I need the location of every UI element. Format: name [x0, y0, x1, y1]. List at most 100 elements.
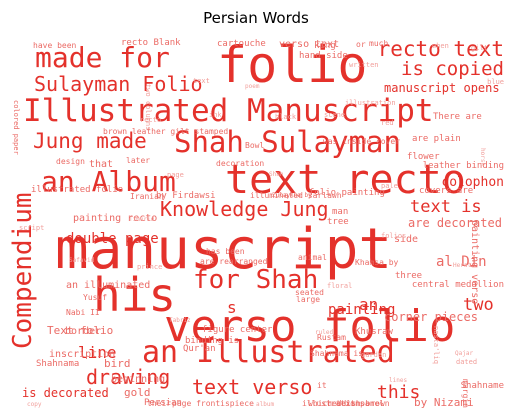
word-50: verso text: [279, 39, 340, 50]
word-3: Illustrated Manuscript: [23, 93, 434, 129]
word-9: an Illustrated: [142, 335, 395, 370]
word-68: illustrated folio: [31, 185, 124, 195]
word-95: colored paper: [12, 100, 20, 155]
word-46: inscription: [49, 349, 116, 360]
word-44: covers are: [419, 186, 474, 196]
word-69: Iranian: [130, 192, 164, 201]
word-79: text panel: [336, 399, 385, 408]
word-122: Shah: [269, 171, 284, 178]
word-60: flower: [407, 152, 440, 162]
word-103: recto: [140, 116, 162, 124]
word-67: much: [369, 39, 389, 48]
word-119: copy: [27, 401, 42, 408]
word-7: made for: [35, 41, 170, 74]
word-21: double page: [66, 231, 159, 247]
word-93: their: [147, 399, 172, 408]
word-118: album: [256, 401, 275, 408]
word-49: binding is: [185, 336, 240, 346]
word-115: ink: [209, 111, 222, 119]
word-129: Safavid: [69, 257, 95, 264]
word-78: page frontispiece: [172, 399, 254, 408]
word-91: it: [317, 381, 327, 390]
word-64: have been: [33, 41, 77, 50]
word-97: Khamsa by: [355, 258, 399, 267]
word-87: animal: [298, 253, 327, 262]
word-128: Tabriz: [169, 317, 191, 324]
word-15: for Shah: [193, 265, 319, 295]
word-12: Sulayman Folio: [34, 72, 203, 96]
word-45: an illuminated: [66, 280, 151, 291]
word-84: three: [395, 271, 423, 281]
word-90: Yusuf: [83, 293, 108, 302]
word-132: ruled: [315, 329, 334, 336]
word-101: pale: [381, 182, 398, 190]
word-59: Bowl: [245, 141, 265, 150]
word-52: recto Blank: [121, 38, 181, 48]
word-13: Jung made: [33, 129, 147, 153]
word-57: was inside cover: [323, 137, 401, 146]
word-124: horse: [479, 148, 486, 167]
word-81: Shahname: [460, 381, 504, 391]
word-48: central medallion: [411, 280, 504, 290]
word-66: or: [356, 40, 366, 49]
word-72: Shahnama is: [310, 349, 363, 358]
word-131: Qajar: [455, 350, 474, 357]
word-73: Qur'an: [183, 344, 216, 354]
word-20: manuscript opens: [384, 81, 500, 95]
word-cloud: manuscript folio text recto Illustrated Man…: [9, 32, 504, 408]
word-28: s: [227, 298, 237, 317]
word-58: decoration: [216, 159, 265, 168]
word-30: painting recto: [73, 213, 158, 224]
word-70: side: [394, 234, 419, 245]
word-74: Khusraw: [355, 327, 393, 337]
word-17: text verso: [192, 375, 313, 399]
word-76: are rearranged: [200, 257, 268, 266]
word-61: design: [56, 157, 85, 166]
word-83: large: [296, 295, 321, 304]
word-96: Zulaykha by: [272, 192, 312, 199]
word-14: Knowledge Jung: [160, 197, 329, 221]
word-6: Shah Sulayman: [174, 125, 401, 159]
chart-title: Persian Words: [203, 9, 309, 27]
word-29: an: [359, 295, 379, 314]
word-106: illustration: [345, 99, 396, 107]
word-22: two: [463, 295, 494, 315]
word-110: script: [19, 224, 45, 232]
word-82: margin: [461, 379, 470, 408]
word-18: drawing: [86, 365, 171, 389]
word-113: black: [275, 113, 297, 121]
word-23: line: [78, 343, 117, 362]
word-39: by Nizami: [414, 396, 474, 408]
word-5: his: [93, 268, 177, 322]
word-43: illuminated sarlawh: [250, 191, 342, 200]
word-33: corner pieces: [384, 310, 478, 324]
word-116: floral: [327, 282, 353, 290]
word-47: border: [65, 326, 102, 337]
word-65: king: [314, 41, 336, 51]
word-35: bird: [104, 357, 131, 370]
word-4: verso folio: [164, 301, 456, 352]
word-55: There are: [433, 112, 482, 122]
word-63: later: [126, 156, 151, 165]
word-51: hand side: [299, 51, 348, 61]
word-77: Persian: [144, 398, 182, 408]
word-31: are decorated: [408, 216, 502, 230]
word-62: that: [89, 159, 114, 170]
word-86: tree: [327, 217, 349, 227]
word-1: folio: [217, 36, 368, 94]
word-85: man: [332, 207, 349, 217]
word-125: garden: [361, 351, 387, 359]
word-105: two columns: [144, 84, 152, 131]
word-88: seated: [295, 288, 324, 297]
word-130: Timurid: [129, 216, 155, 223]
word-0: manuscript: [55, 217, 393, 282]
word-71: Rustam: [317, 333, 346, 342]
word-8: Compendium: [9, 192, 38, 349]
word-126: poem: [245, 83, 260, 90]
word-42: by Firdawsi: [156, 191, 216, 201]
word-11: recto text: [377, 37, 504, 61]
word-41: leather binding: [422, 161, 504, 171]
word-19: text is: [410, 197, 482, 217]
word-121: nasta'liq: [432, 326, 440, 364]
word-2: text recto: [225, 157, 466, 203]
